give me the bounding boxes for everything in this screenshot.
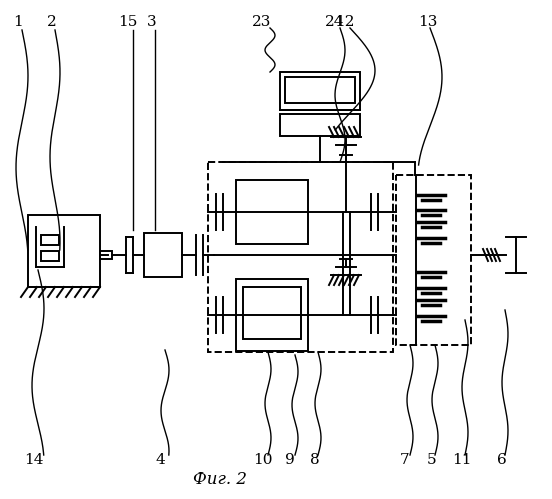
Text: 12: 12: [335, 15, 355, 29]
Bar: [396, 175, 471, 345]
Bar: [243, 287, 301, 339]
Text: 5: 5: [427, 453, 437, 467]
Text: 6: 6: [497, 453, 507, 467]
Bar: [100, 251, 112, 259]
Bar: [41, 235, 59, 245]
Text: 15: 15: [118, 15, 137, 29]
Text: 1: 1: [13, 15, 23, 29]
Text: 3: 3: [147, 15, 157, 29]
Bar: [280, 114, 360, 136]
Text: 11: 11: [452, 453, 472, 467]
Text: 14: 14: [24, 453, 44, 467]
Bar: [236, 279, 308, 351]
Bar: [208, 162, 393, 352]
Text: 2: 2: [47, 15, 57, 29]
Bar: [236, 180, 308, 244]
Text: 9: 9: [285, 453, 295, 467]
Text: Фиг. 2: Фиг. 2: [193, 472, 247, 489]
Text: 7: 7: [400, 453, 410, 467]
Bar: [280, 72, 360, 110]
Text: 23: 23: [252, 15, 272, 29]
Bar: [28, 215, 100, 287]
Bar: [144, 233, 182, 277]
Bar: [285, 77, 355, 103]
Text: 8: 8: [310, 453, 320, 467]
Text: 4: 4: [155, 453, 165, 467]
Text: 13: 13: [418, 15, 438, 29]
Text: 24: 24: [325, 15, 345, 29]
Bar: [41, 251, 59, 261]
Text: 10: 10: [253, 453, 273, 467]
